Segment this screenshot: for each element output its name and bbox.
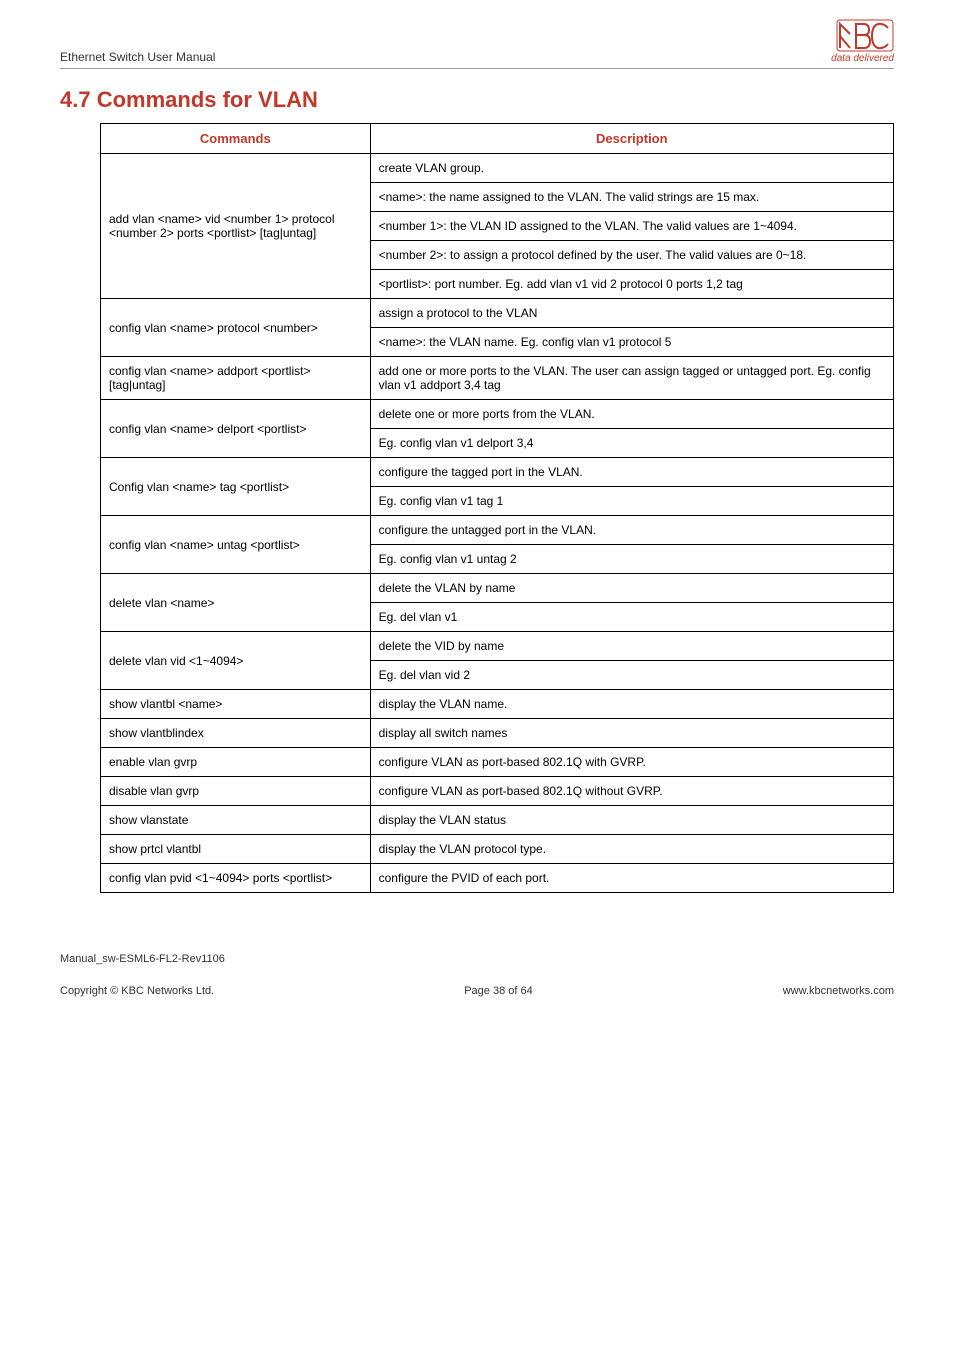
description-cell: <name>: the VLAN name. Eg. config vlan v… — [370, 328, 893, 357]
footer-manual-id: Manual_sw-ESML6-FL2-Rev1106 — [60, 953, 894, 965]
description-cell: configure VLAN as port-based 802.1Q with… — [370, 777, 893, 806]
col-header-commands: Commands — [101, 124, 371, 154]
description-cell: configure the tagged port in the VLAN. — [370, 458, 893, 487]
footer-url: www.kbcnetworks.com — [783, 985, 894, 997]
command-cell: config vlan <name> protocol <number> — [101, 299, 371, 357]
description-cell: create VLAN group. — [370, 154, 893, 183]
description-cell: Eg. config vlan v1 delport 3,4 — [370, 429, 893, 458]
table-row: config vlan <name> untag <portlist>confi… — [101, 516, 894, 545]
footer-copyright: Copyright © KBC Networks Ltd. — [60, 985, 214, 997]
description-cell: <portlist>: port number. Eg. add vlan v1… — [370, 270, 893, 299]
table-row: show vlantbl <name>display the VLAN name… — [101, 690, 894, 719]
description-cell: delete the VID by name — [370, 632, 893, 661]
command-cell: config vlan <name> untag <portlist> — [101, 516, 371, 574]
command-cell: config vlan pvid <1~4094> ports <portlis… — [101, 864, 371, 893]
section-title: 4.7 Commands for VLAN — [60, 87, 894, 113]
logo-tagline: data delivered — [831, 53, 894, 64]
table-row: delete vlan vid <1~4094>delete the VID b… — [101, 632, 894, 661]
description-cell: display the VLAN protocol type. — [370, 835, 893, 864]
command-cell: add vlan <name> vid <number 1> protocol … — [101, 154, 371, 299]
command-cell: config vlan <name> addport <portlist> [t… — [101, 357, 371, 400]
description-cell: delete one or more ports from the VLAN. — [370, 400, 893, 429]
description-cell: <number 1>: the VLAN ID assigned to the … — [370, 212, 893, 241]
description-cell: Eg. del vlan vid 2 — [370, 661, 893, 690]
command-cell: Config vlan <name> tag <portlist> — [101, 458, 371, 516]
page-header: Ethernet Switch User Manual data deliver… — [60, 0, 894, 69]
kbc-logo-icon — [836, 18, 894, 52]
description-cell: display the VLAN status — [370, 806, 893, 835]
table-row: config vlan <name> protocol <number>assi… — [101, 299, 894, 328]
command-cell: delete vlan vid <1~4094> — [101, 632, 371, 690]
description-cell: delete the VLAN by name — [370, 574, 893, 603]
footer-page: Page 38 of 64 — [464, 985, 533, 997]
table-row: show vlantblindexdisplay all switch name… — [101, 719, 894, 748]
table-row: config vlan <name> delport <portlist>del… — [101, 400, 894, 429]
description-cell: display all switch names — [370, 719, 893, 748]
description-cell: <number 2>: to assign a protocol defined… — [370, 241, 893, 270]
commands-table: Commands Description add vlan <name> vid… — [100, 123, 894, 893]
header-title: Ethernet Switch User Manual — [60, 50, 215, 64]
table-row: delete vlan <name>delete the VLAN by nam… — [101, 574, 894, 603]
command-cell: delete vlan <name> — [101, 574, 371, 632]
table-row: disable vlan gvrpconfigure VLAN as port-… — [101, 777, 894, 806]
col-header-description: Description — [370, 124, 893, 154]
table-row: show vlanstatedisplay the VLAN status — [101, 806, 894, 835]
command-cell: disable vlan gvrp — [101, 777, 371, 806]
table-header-row: Commands Description — [101, 124, 894, 154]
logo-block: data delivered — [831, 18, 894, 64]
description-cell: assign a protocol to the VLAN — [370, 299, 893, 328]
page-footer: Manual_sw-ESML6-FL2-Rev1106 Copyright © … — [60, 953, 894, 997]
description-cell: configure the PVID of each port. — [370, 864, 893, 893]
command-cell: enable vlan gvrp — [101, 748, 371, 777]
command-cell: show vlantblindex — [101, 719, 371, 748]
description-cell: Eg. config vlan v1 untag 2 — [370, 545, 893, 574]
description-cell: configure VLAN as port-based 802.1Q with… — [370, 748, 893, 777]
description-cell: <name>: the name assigned to the VLAN. T… — [370, 183, 893, 212]
table-row: enable vlan gvrpconfigure VLAN as port-b… — [101, 748, 894, 777]
table-row: add vlan <name> vid <number 1> protocol … — [101, 154, 894, 183]
command-cell: config vlan <name> delport <portlist> — [101, 400, 371, 458]
description-cell: configure the untagged port in the VLAN. — [370, 516, 893, 545]
command-cell: show prtcl vlantbl — [101, 835, 371, 864]
table-row: Config vlan <name> tag <portlist>configu… — [101, 458, 894, 487]
description-cell: Eg. config vlan v1 tag 1 — [370, 487, 893, 516]
description-cell: display the VLAN name. — [370, 690, 893, 719]
command-cell: show vlantbl <name> — [101, 690, 371, 719]
command-cell: show vlanstate — [101, 806, 371, 835]
description-cell: Eg. del vlan v1 — [370, 603, 893, 632]
table-row: config vlan <name> addport <portlist> [t… — [101, 357, 894, 400]
description-cell: add one or more ports to the VLAN. The u… — [370, 357, 893, 400]
table-row: show prtcl vlantbldisplay the VLAN proto… — [101, 835, 894, 864]
table-row: config vlan pvid <1~4094> ports <portlis… — [101, 864, 894, 893]
